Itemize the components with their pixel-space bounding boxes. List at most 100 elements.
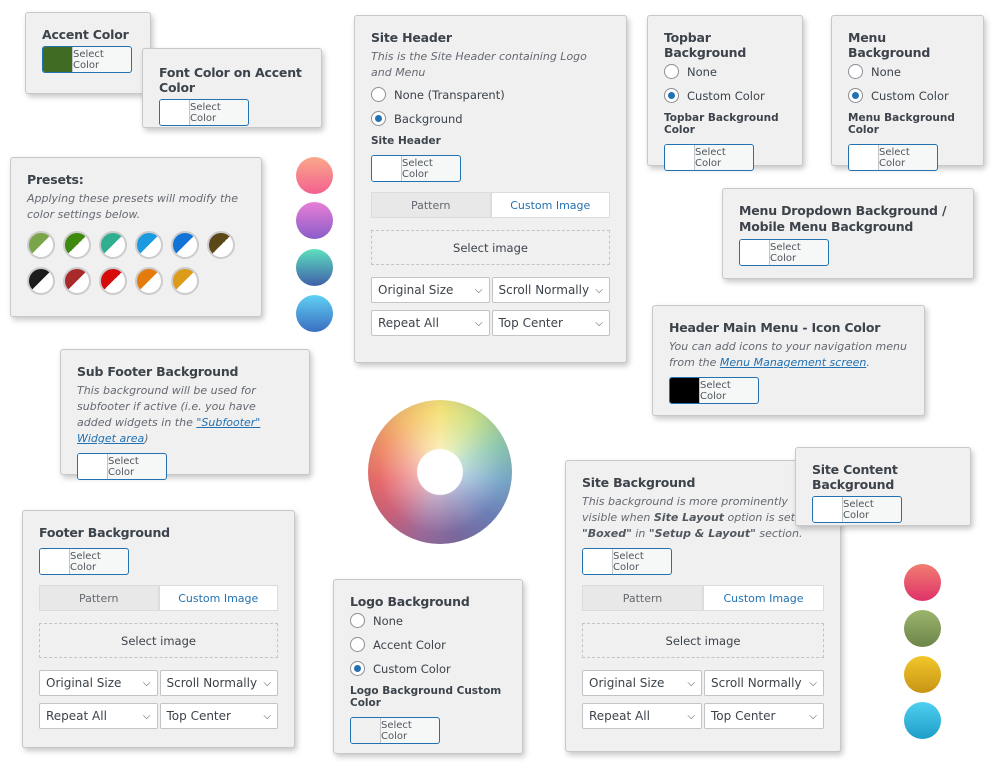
repeat-select[interactable]: Repeat All ⌵	[39, 703, 158, 729]
site-header-panel: Site Header This is the Site Header cont…	[354, 15, 627, 363]
site-content-panel: Site Content Background Select Color	[795, 447, 971, 526]
panel-title: Menu Dropdown Background / Mobile Menu B…	[739, 203, 947, 234]
panel-title: Accent Color	[42, 27, 129, 42]
panel-description: This is the Site Header containing Logo …	[371, 50, 587, 79]
tab-custom-image[interactable]: Custom Image	[490, 192, 610, 218]
panel-title: Presets:	[27, 172, 84, 187]
panel-title: Menu Background	[848, 30, 931, 60]
radio-custom-color[interactable]: Custom Color	[350, 661, 506, 676]
field-label: Site Header	[371, 135, 441, 147]
chevron-down-icon: ⌵	[809, 710, 817, 722]
preset-swatch[interactable]	[27, 231, 55, 259]
tab-pattern[interactable]: Pattern	[371, 192, 491, 218]
color-swatch	[43, 47, 73, 72]
select-image-button[interactable]: Select image	[582, 623, 824, 658]
radio-none-transparent[interactable]: None (Transparent)	[371, 87, 610, 102]
panel-title: Site Header	[371, 30, 452, 45]
preset-swatch[interactable]	[27, 267, 55, 295]
site-bg-color-button[interactable]: Select Color	[582, 548, 672, 575]
radio-accent-color[interactable]: Accent Color	[350, 637, 506, 652]
subfooter-widget-link[interactable]: "Subfooter" Widget area	[77, 416, 261, 445]
menu-color-button[interactable]: Select Color	[848, 144, 938, 171]
icon-color-button[interactable]: Select Color	[669, 377, 759, 404]
size-select[interactable]: Original Size ⌵	[582, 670, 702, 696]
radio-custom-color[interactable]: Custom Color	[848, 88, 967, 103]
select-image-button[interactable]: Select image	[39, 623, 278, 658]
chevron-down-icon: ⌵	[595, 284, 603, 296]
footer-color-button[interactable]: Select Color	[39, 548, 129, 575]
tab-pattern[interactable]: Pattern	[582, 585, 703, 611]
repeat-select[interactable]: Repeat All ⌵	[582, 703, 702, 729]
scroll-select[interactable]: Scroll Normally ⌵	[704, 670, 824, 696]
scroll-select[interactable]: Scroll Normally ⌵	[491, 277, 610, 303]
radio-custom-color[interactable]: Custom Color	[664, 88, 786, 103]
panel-description: This background will be used for subfoot…	[77, 384, 261, 445]
panel-title: Footer Background	[39, 525, 170, 540]
font-accent-panel: Font Color on Accent Color Select Color	[142, 48, 322, 128]
site-content-color-button[interactable]: Select Color	[812, 496, 902, 523]
gradient-circle	[904, 564, 941, 601]
preset-swatch[interactable]	[207, 231, 235, 259]
logo-color-button[interactable]: Select Color	[350, 717, 440, 744]
topbar-color-button[interactable]: Select Color	[664, 144, 754, 171]
preset-swatch[interactable]	[63, 267, 91, 295]
radio-background[interactable]: Background	[371, 111, 610, 126]
preset-swatch[interactable]	[63, 231, 91, 259]
panel-description: This background is more prominently visi…	[582, 495, 810, 540]
panel-title: Header Main Menu - Icon Color	[669, 320, 881, 335]
scroll-select[interactable]: Scroll Normally ⌵	[159, 670, 278, 696]
icon-color-panel: Header Main Menu - Icon Color You can ad…	[652, 305, 925, 416]
preset-swatch[interactable]	[171, 267, 199, 295]
footer-background-panel: Footer Background Select Color Pattern Cu…	[22, 510, 295, 748]
position-select[interactable]: Top Center ⌵	[159, 703, 278, 729]
menu-management-link[interactable]: Menu Management screen	[719, 356, 867, 369]
gradient-circle	[904, 702, 941, 739]
panel-title: Logo Background	[350, 594, 470, 609]
select-image-button[interactable]: Select image	[371, 230, 610, 265]
chevron-down-icon: ⌵	[595, 317, 603, 329]
menu-background-panel: Menu Background None Custom Color Menu B…	[831, 15, 984, 171]
color-swatch	[160, 100, 190, 125]
chevron-down-icon: ⌵	[263, 677, 271, 689]
button-label: Select Color	[190, 101, 221, 124]
position-select[interactable]: Top Center ⌵	[491, 310, 610, 336]
accent-color-panel: Accent Color Select Color	[25, 12, 151, 94]
field-label: Topbar Background Color	[664, 112, 779, 136]
dropdown-color-button[interactable]: Select Color	[739, 239, 829, 266]
chevron-down-icon: ⌵	[142, 710, 151, 722]
radio-none[interactable]: None	[848, 64, 967, 79]
preset-swatch[interactable]	[135, 231, 163, 259]
panel-title: Sub Footer Background	[77, 364, 239, 379]
position-select[interactable]: Top Center ⌵	[704, 703, 824, 729]
size-select[interactable]: Original Size ⌵	[371, 277, 490, 303]
radio-none[interactable]: None	[350, 613, 506, 628]
tab-custom-image[interactable]: Custom Image	[158, 585, 278, 611]
button-label: Select Color	[73, 48, 104, 71]
preset-swatch[interactable]	[99, 267, 127, 295]
tab-custom-image[interactable]: Custom Image	[703, 585, 824, 611]
logo-background-panel: Logo Background None Accent Color Custom…	[333, 579, 523, 754]
gradient-circle	[296, 202, 333, 239]
radio-none[interactable]: None	[664, 64, 786, 79]
subfooter-color-button[interactable]: Select Color	[77, 453, 167, 480]
site-header-color-button[interactable]: Select Color	[371, 155, 461, 182]
tab-pattern[interactable]: Pattern	[39, 585, 159, 611]
topbar-panel: Topbar Background None Custom Color Topb…	[647, 15, 803, 171]
chevron-down-icon: ⌵	[809, 677, 817, 689]
accent-color-button[interactable]: Select Color	[42, 46, 132, 73]
panel-description: You can add icons to your navigation men…	[669, 340, 907, 369]
preset-swatch[interactable]	[135, 267, 163, 295]
preset-swatch[interactable]	[99, 231, 127, 259]
font-accent-color-button[interactable]: Select Color	[159, 99, 249, 126]
gradient-circle	[296, 249, 333, 286]
panel-title: Site Content Background	[812, 462, 898, 492]
repeat-select[interactable]: Repeat All ⌵	[371, 310, 490, 336]
menu-dropdown-panel: Menu Dropdown Background / Mobile Menu B…	[722, 188, 974, 279]
chevron-down-icon: ⌵	[687, 710, 695, 722]
size-select[interactable]: Original Size ⌵	[39, 670, 158, 696]
field-label: Menu Background Color	[848, 112, 955, 136]
preset-swatch[interactable]	[171, 231, 199, 259]
presets-panel: Presets: Applying these presets will mod…	[10, 157, 262, 317]
chevron-down-icon: ⌵	[474, 284, 483, 296]
gradient-circle	[904, 610, 941, 647]
